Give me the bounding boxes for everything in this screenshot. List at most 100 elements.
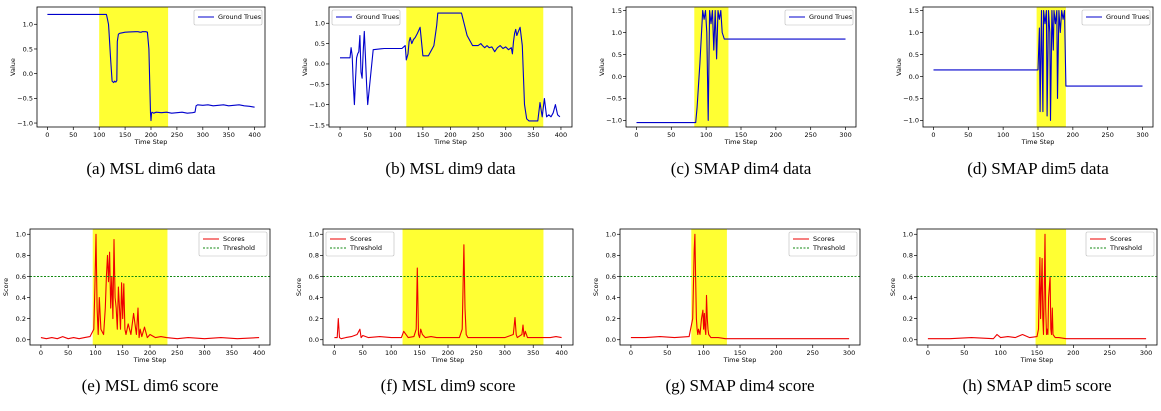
y-tick-label: −0.5: [309, 81, 325, 89]
y-axis-label: Score: [592, 278, 600, 296]
y-axis-label: Value: [598, 58, 606, 76]
x-axis-label: Time Step: [724, 138, 758, 146]
y-tick-label: −1.5: [309, 121, 325, 129]
series-line: [340, 12, 561, 122]
legend-box: [325, 231, 395, 257]
x-tick-label: 350: [527, 131, 539, 139]
y-tick-label: −1.0: [903, 117, 919, 125]
y-tick-label: 0.0: [309, 336, 319, 344]
y-tick-label: 1.5: [909, 7, 919, 15]
x-tick-label: 300: [1140, 349, 1152, 357]
legend-label: Ground Trues: [218, 13, 262, 21]
x-tick-label: 150: [417, 131, 429, 139]
legend: Ground Trues: [784, 9, 854, 26]
y-tick-label: 0.5: [612, 51, 622, 59]
x-tick-label: 400: [248, 131, 260, 139]
legend-box: [198, 231, 268, 257]
x-tick-label: 100: [700, 131, 712, 139]
x-tick-label: 250: [1104, 349, 1116, 357]
series-line: [927, 233, 1147, 340]
x-tick-label: 150: [119, 131, 131, 139]
caption-h: (h) SMAP dim5 score: [962, 376, 1112, 395]
x-tick-label: 100: [997, 131, 1009, 139]
caption-e: (e) MSL dim6 score: [81, 376, 219, 395]
y-tick-label: 0.5: [909, 51, 919, 59]
y-tick-label: −0.5: [17, 95, 33, 103]
legend-label: Scores: [813, 235, 835, 243]
x-tick-label: 200: [444, 131, 456, 139]
y-tick-label: 1.0: [606, 231, 616, 239]
x-tick-label: 0: [338, 131, 342, 139]
x-tick-label: 150: [1031, 349, 1043, 357]
anomaly-region: [402, 229, 544, 345]
x-tick-label: 100: [89, 349, 101, 357]
x-tick-label: 200: [1067, 349, 1079, 357]
x-tick-label: 200: [144, 349, 156, 357]
y-tick-label: −1.0: [309, 101, 325, 109]
series-line: [630, 233, 850, 340]
legend-label: Scores: [223, 235, 245, 243]
legend-label: Threshold: [349, 244, 382, 252]
x-tick-label: 300: [839, 131, 851, 139]
panel-a: 0 50 100 150 200 250 300 350 400 −1.0 −0.5 0.0 0.5 1.…: [9, 6, 266, 146]
x-tick-label: 0: [39, 349, 43, 357]
x-tick-label: 50: [64, 349, 72, 357]
x-tick-label: 350: [226, 349, 238, 357]
x-tick-label: 0: [926, 349, 930, 357]
x-axis-label: Time Step: [723, 356, 757, 364]
x-tick-label: 50: [667, 131, 675, 139]
y-tick-label: 0.2: [606, 315, 616, 323]
x-tick-label: 100: [385, 349, 397, 357]
caption-c: (c) SMAP dim4 data: [670, 159, 812, 178]
y-tick-label: 1.0: [612, 29, 622, 37]
x-tick-label: 250: [804, 131, 816, 139]
x-tick-label: 150: [735, 131, 747, 139]
panel-h: 0 50 100 150 200 250 300 0.0 0.2 0.4 0.6 0.8 1.0 Time…: [889, 228, 1158, 364]
y-tick-label: 0.8: [903, 252, 913, 260]
y-tick-label: 0.0: [903, 336, 913, 344]
legend-label: Ground Trues: [356, 13, 400, 21]
y-axis-label: Score: [2, 278, 10, 296]
x-tick-label: 300: [1136, 131, 1148, 139]
x-tick-label: 0: [629, 349, 633, 357]
x-tick-label: 0: [931, 131, 935, 139]
y-tick-label: 0.5: [23, 45, 33, 53]
panel-d: 0 50 100 150 200 250 300 −1.0 −0.5 0.0 0.5 1.0 1.5 Ti…: [895, 6, 1154, 146]
y-tick-label: 0.4: [903, 294, 913, 302]
y-tick-label: 0.0: [23, 70, 33, 78]
y-axis-label: Value: [895, 58, 903, 76]
y-tick-label: −1.0: [606, 117, 622, 125]
legend-label: Ground Trues: [1106, 13, 1150, 21]
y-tick-label: −1.0: [17, 119, 33, 127]
y-tick-label: 0.6: [309, 273, 319, 281]
x-axis-label: Time Step: [1020, 356, 1054, 364]
y-tick-label: 0.6: [16, 273, 26, 281]
x-tick-label: 200: [442, 349, 454, 357]
legend-label: Threshold: [1109, 244, 1142, 252]
legend-box: [784, 9, 854, 26]
legend-box: [193, 9, 263, 26]
x-axis-label: Time Step: [433, 138, 467, 146]
x-tick-label: 150: [734, 349, 746, 357]
caption-a: (a) MSL dim6 data: [86, 159, 216, 178]
y-tick-label: −0.5: [903, 95, 919, 103]
x-tick-label: 200: [145, 131, 157, 139]
x-tick-label: 300: [198, 349, 210, 357]
series-line: [933, 9, 1143, 121]
legend-box: [331, 9, 401, 26]
x-tick-label: 250: [171, 349, 183, 357]
legend: Ground Trues: [331, 9, 401, 26]
x-tick-label: 250: [807, 349, 819, 357]
x-tick-label: 50: [964, 131, 972, 139]
x-tick-label: 400: [253, 349, 265, 357]
y-axis-label: Value: [301, 58, 309, 76]
x-tick-label: 100: [389, 131, 401, 139]
y-tick-label: 0.8: [606, 252, 616, 260]
y-tick-label: 0.4: [606, 294, 616, 302]
y-tick-label: 0.8: [309, 252, 319, 260]
anomaly-region: [92, 229, 168, 345]
x-tick-label: 50: [960, 349, 968, 357]
legend-label: Threshold: [812, 244, 845, 252]
